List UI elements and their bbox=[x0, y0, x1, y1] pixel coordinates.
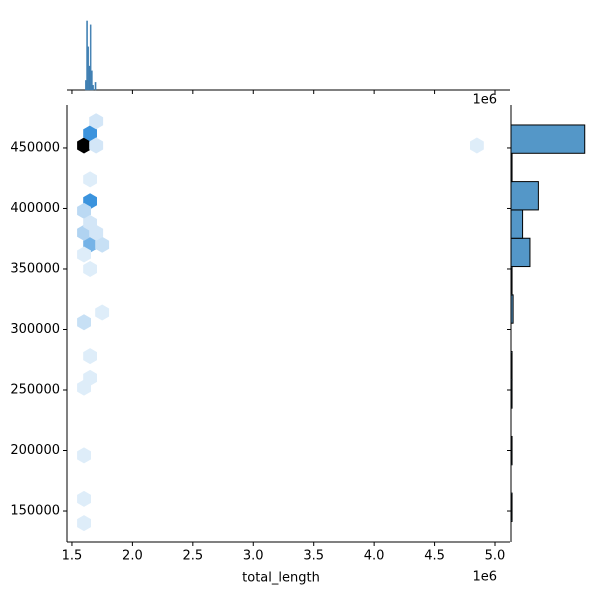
right-hist-bar bbox=[510, 124, 586, 154]
right-hist-bar bbox=[510, 294, 514, 324]
hexbin-cell bbox=[95, 304, 110, 321]
hexbin-cell bbox=[77, 490, 91, 507]
hexbin-cell bbox=[83, 261, 97, 277]
x-label: total_length bbox=[242, 571, 320, 586]
hexbin-cell bbox=[77, 515, 91, 532]
x-offset: 1e6 bbox=[472, 570, 497, 585]
x-tick-label: 3.0 bbox=[243, 549, 264, 564]
hexbin-cell bbox=[83, 125, 97, 142]
y-tick-label: 200000 bbox=[10, 443, 60, 458]
y-tick-label: 450000 bbox=[10, 140, 60, 155]
hexbin-cell bbox=[77, 202, 91, 219]
hexbin-cell bbox=[77, 137, 91, 154]
right-hist-bar bbox=[510, 492, 513, 522]
top-hist-bar bbox=[94, 82, 97, 91]
hexbin-cell bbox=[83, 215, 97, 231]
right-hist-bar bbox=[510, 152, 513, 183]
x-tick-label: 4.5 bbox=[424, 549, 445, 564]
y-tick-label: 400000 bbox=[10, 201, 60, 216]
hexbin-cell bbox=[77, 314, 91, 331]
right-hist-bar bbox=[510, 351, 513, 381]
top-offset: 1e6 bbox=[472, 93, 497, 108]
y-tick-label: 350000 bbox=[10, 261, 60, 276]
hexbin-cell bbox=[89, 113, 104, 130]
hexbin-cell bbox=[95, 236, 110, 253]
right-hist-bar bbox=[510, 181, 539, 211]
top-hist-bar bbox=[85, 80, 87, 91]
top-hist-bar bbox=[87, 46, 90, 91]
y-tick-label: 250000 bbox=[10, 383, 60, 398]
y-tick-label: 300000 bbox=[10, 322, 60, 337]
top-hist-bar bbox=[91, 70, 93, 91]
right-hist-bar bbox=[510, 435, 513, 466]
top-hist-bar bbox=[86, 20, 88, 91]
right-hist-bar bbox=[510, 266, 513, 296]
x-tick-label: 2.0 bbox=[122, 549, 143, 564]
right-hist-bar bbox=[510, 379, 513, 409]
right-hist-bar bbox=[510, 237, 531, 268]
x-tick-label: 1.5 bbox=[62, 549, 83, 564]
x-tick-label: 5.0 bbox=[485, 549, 506, 564]
hexbin-cell bbox=[470, 137, 484, 154]
right-hist-bar bbox=[510, 209, 524, 239]
hexbin-cell bbox=[89, 137, 104, 154]
hexbin-cell bbox=[77, 246, 91, 263]
x-tick-label: 3.5 bbox=[303, 549, 324, 564]
x-tick-label: 2.5 bbox=[182, 549, 203, 564]
x-tick-label: 4.0 bbox=[364, 549, 385, 564]
hexbin-cell bbox=[77, 379, 91, 396]
y-tick-label: 150000 bbox=[10, 504, 60, 519]
top-hist-bar bbox=[88, 65, 91, 91]
top-hist-bar bbox=[92, 85, 94, 91]
top-hist-bar bbox=[89, 24, 92, 91]
hexbin-cell bbox=[83, 348, 97, 365]
hexbin-cell bbox=[83, 171, 97, 188]
hexbin-cell bbox=[77, 447, 91, 464]
